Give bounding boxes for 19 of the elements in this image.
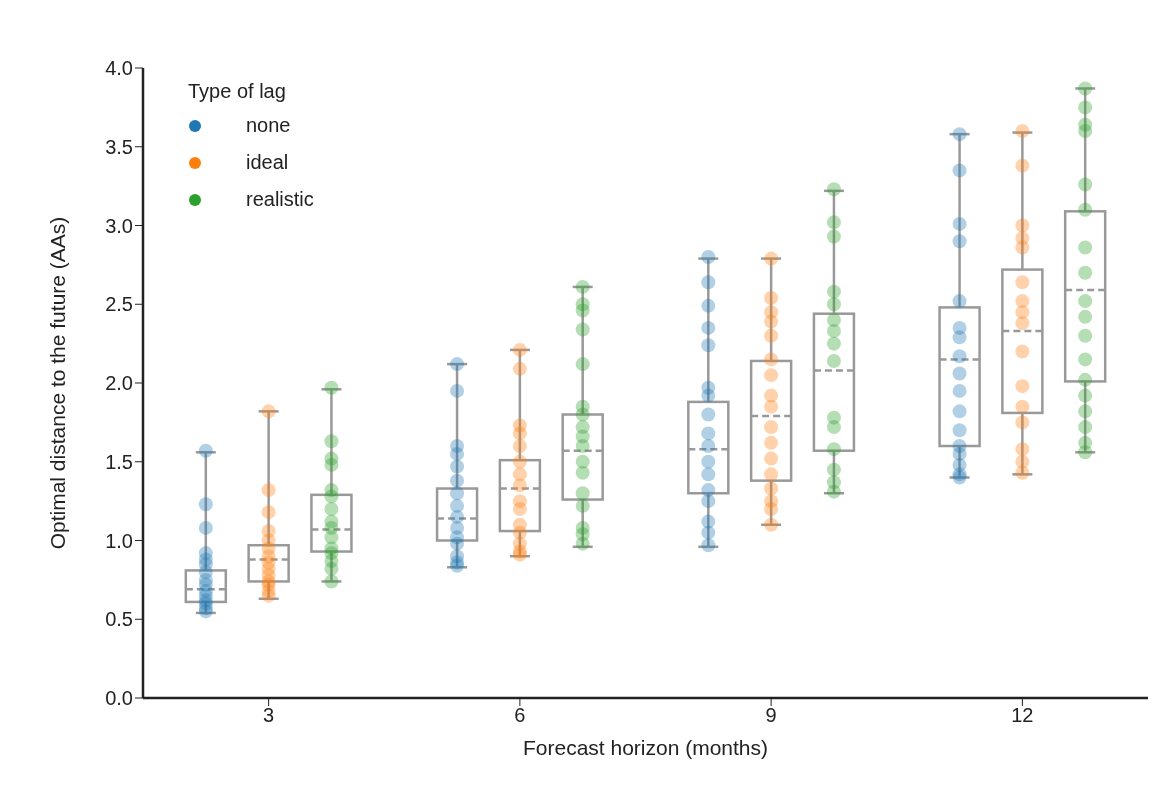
y-tick-label: 1.5 <box>105 450 133 473</box>
x-tick-label: 6 <box>514 704 526 727</box>
y-tick-label: 3.0 <box>105 214 133 237</box>
legend-title: Type of lag <box>188 80 287 103</box>
x-tick-label: 9 <box>765 704 777 727</box>
legend-label: realistic <box>246 188 314 211</box>
y-axis-title: Optimal distance to the future (AAs) <box>46 216 70 550</box>
legend-label: ideal <box>246 151 289 174</box>
y-tick-label: 0.0 <box>105 687 133 710</box>
x-tick-label: 12 <box>1011 704 1034 727</box>
x-tick-label: 3 <box>263 704 275 727</box>
y-tick-label: 3.5 <box>105 135 133 158</box>
y-tick-label: 4.0 <box>105 57 133 80</box>
y-tick-label: 0.5 <box>105 608 133 631</box>
legend-label: none <box>246 114 291 137</box>
y-tick-label: 2.0 <box>105 372 133 395</box>
y-tick-label: 1.0 <box>105 529 133 552</box>
x-axis-title: Forecast horizon (months) <box>522 736 769 759</box>
y-tick-label: 2.5 <box>105 293 133 316</box>
